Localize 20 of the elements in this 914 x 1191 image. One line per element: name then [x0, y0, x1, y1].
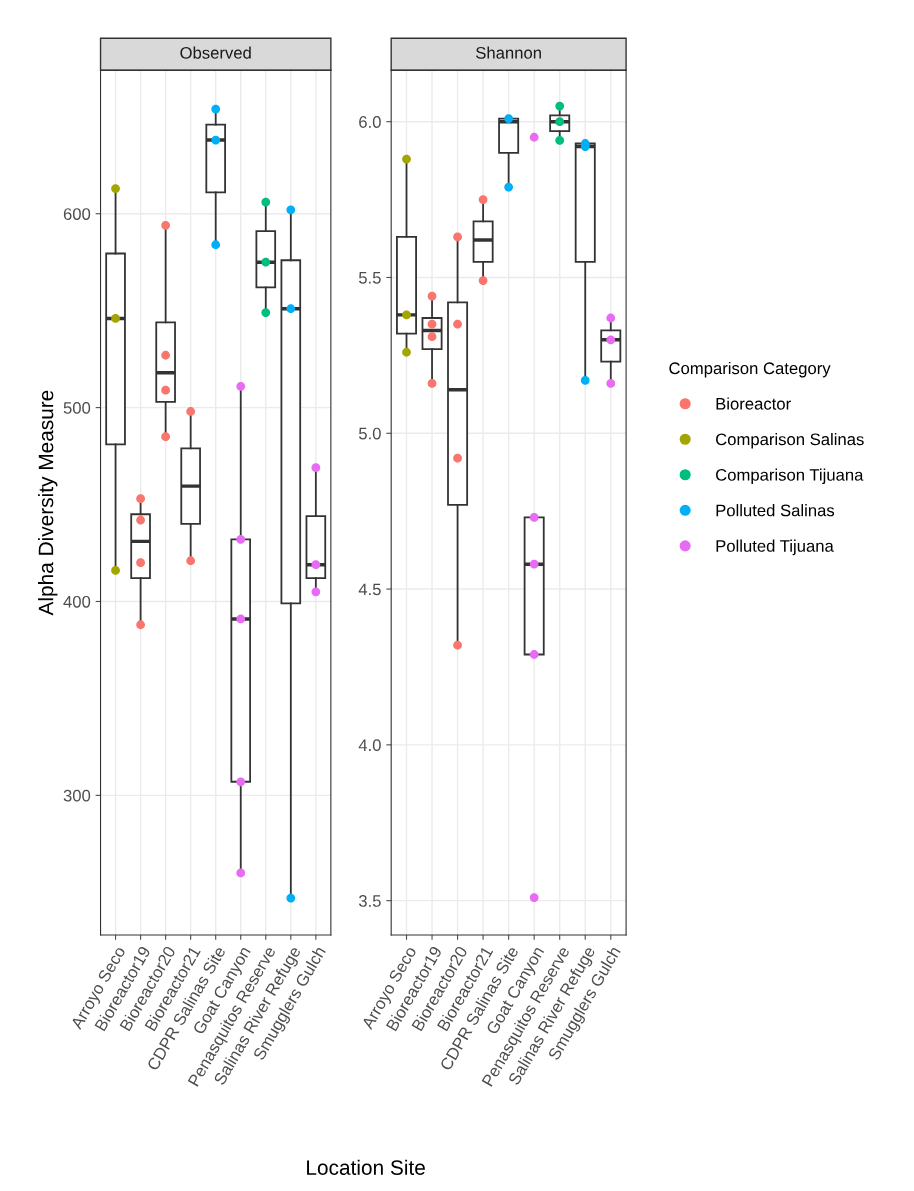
y-tick-label: 3.5: [358, 895, 381, 907]
legend-label: Polluted Tijuana: [716, 539, 834, 556]
y-tick-label: 300: [63, 789, 91, 802]
y-tick-label: 600: [63, 208, 91, 220]
y-tick-label: 4.5: [358, 583, 381, 596]
y-tick-label: 4.0: [358, 739, 381, 752]
y-tick-label: 500: [63, 402, 91, 414]
chart-title: Observed: [180, 46, 251, 59]
legend-label: Comparison Salinas: [716, 433, 864, 449]
legend-label: Polluted Salinas: [716, 504, 835, 517]
y-axis-title: Alpha Diversity Measure: [38, 390, 58, 616]
legend-label: Comparison Tijuana: [716, 468, 864, 485]
y-tick-label: 5.5: [358, 272, 381, 284]
y-tick-label: 6.0: [359, 116, 381, 128]
legend-label: Bioreactor: [716, 397, 791, 410]
legend-title: Comparison Category: [669, 361, 831, 378]
chart-title: Shannon: [476, 46, 541, 59]
x-axis-title: Location Site: [307, 1159, 425, 1175]
y-tick-label: 400: [63, 595, 91, 608]
y-tick-label: 5.0: [358, 427, 381, 440]
